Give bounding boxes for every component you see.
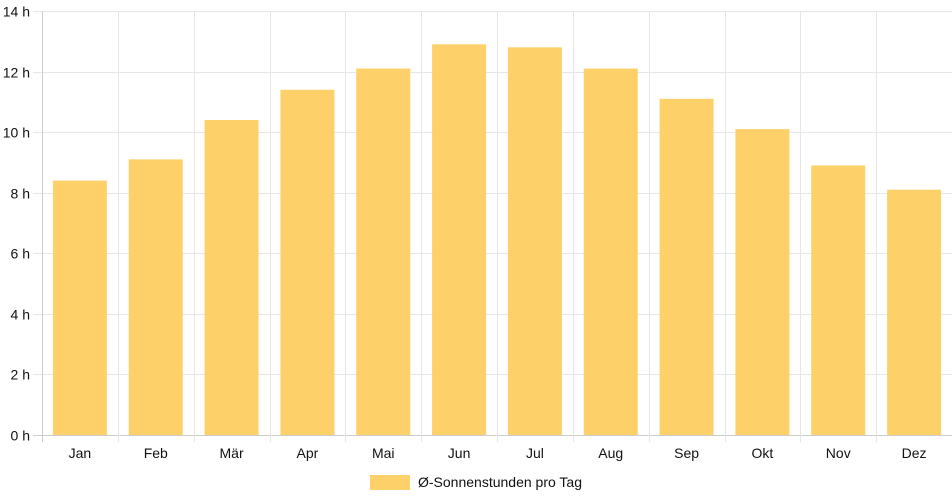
y-tick-label: 2 h: [11, 367, 30, 383]
legend-label[interactable]: Ø-Sonnenstunden pro Tag: [418, 474, 582, 490]
x-tick-label: Okt: [752, 445, 774, 461]
bar[interactable]: [583, 68, 638, 436]
x-tick-label: Apr: [297, 445, 319, 461]
y-axis-ticks: 0 h 2 h 4 h 6 h 8 h 10 h 12 h 14 h: [3, 4, 30, 444]
legend[interactable]: Ø-Sonnenstunden pro Tag: [370, 474, 582, 490]
bar[interactable]: [659, 98, 714, 435]
x-tick-label: Nov: [826, 445, 851, 461]
x-tick-label: Dez: [902, 445, 927, 461]
bar[interactable]: [432, 44, 487, 436]
bar[interactable]: [128, 159, 183, 435]
x-tick-label: Jun: [448, 445, 471, 461]
bar[interactable]: [507, 47, 562, 435]
x-tick-label: Mai: [372, 445, 395, 461]
x-tick-label: Jan: [69, 445, 92, 461]
bar[interactable]: [735, 129, 790, 435]
y-tick-label: 14 h: [3, 4, 30, 20]
bar[interactable]: [52, 180, 107, 435]
y-tick-label: 10 h: [3, 125, 30, 141]
bar[interactable]: [356, 68, 411, 436]
y-tick-label: 0 h: [11, 428, 30, 444]
x-tick-label: Sep: [674, 445, 699, 461]
x-tick-label: Aug: [598, 445, 623, 461]
y-tick-label: 12 h: [3, 65, 30, 81]
y-tick-label: 8 h: [11, 186, 30, 202]
legend-swatch[interactable]: [370, 475, 410, 490]
bar[interactable]: [280, 89, 335, 435]
grid: [33, 11, 952, 442]
bar[interactable]: [811, 165, 866, 435]
y-tick-label: 6 h: [11, 246, 30, 262]
bars: [52, 44, 942, 436]
x-axis-ticks: Jan Feb Mär Apr Mai Jun Jul Aug Sep Okt Nov Dez: [69, 445, 927, 461]
x-tick-label: Feb: [144, 445, 168, 461]
bar[interactable]: [887, 189, 942, 435]
x-tick-label: Jul: [526, 445, 544, 461]
x-tick-label: Mär: [220, 445, 244, 461]
y-tick-label: 4 h: [11, 307, 30, 323]
bar[interactable]: [204, 120, 259, 436]
